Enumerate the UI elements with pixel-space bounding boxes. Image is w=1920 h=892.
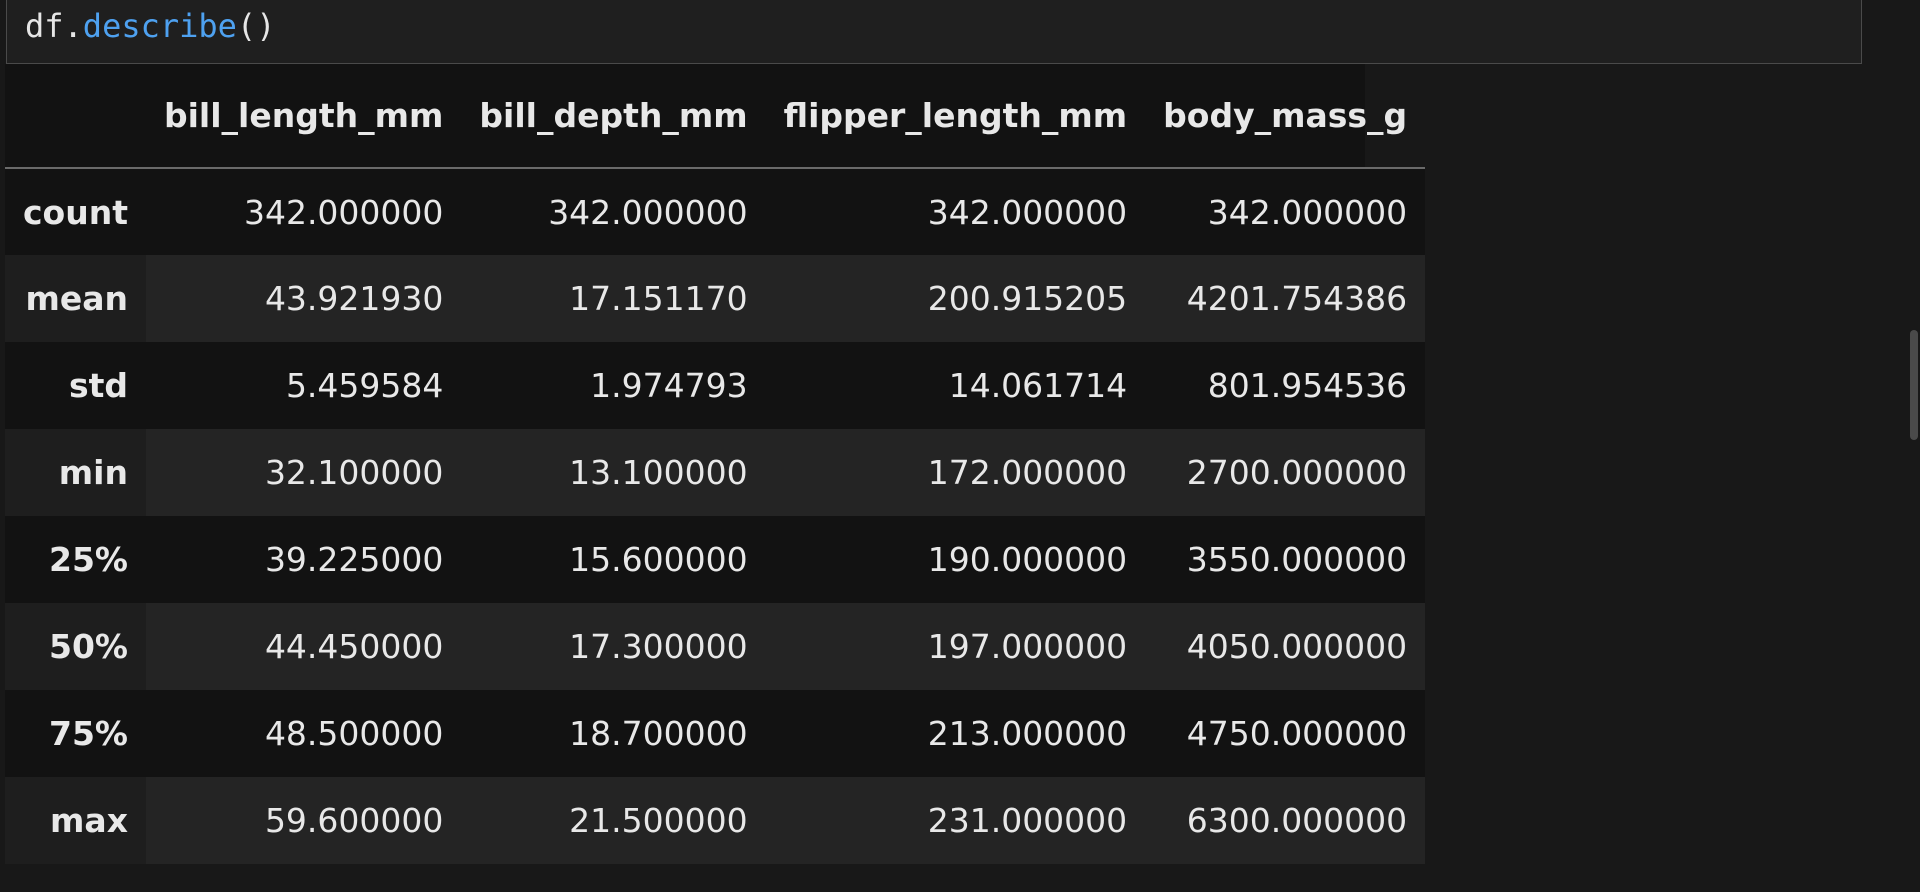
table-cell: 18.700000 <box>569 714 748 753</box>
table-body: count 342.000000 342.000000 342.000000 3… <box>5 168 1426 864</box>
table-cell: 39.225000 <box>264 540 444 579</box>
table-cell: 1.974793 <box>590 366 748 405</box>
table-cell: 231.000000 <box>927 801 1128 840</box>
table-cell: 14.061714 <box>948 366 1128 405</box>
header-bill-depth: bill_depth_mm <box>461 64 766 169</box>
code-cell[interactable]: df.describe() <box>6 0 1862 64</box>
table-row: 50% 44.450000 17.300000 197.000000 4050.… <box>5 603 1426 690</box>
code-line[interactable]: df.describe() <box>25 6 275 46</box>
table-cell: 43.921930 <box>264 279 444 318</box>
code-token-dot: . <box>63 7 83 45</box>
table-cell: 172.000000 <box>927 453 1128 492</box>
cell-output: bill_length_mm bill_depth_mm flipper_len… <box>5 64 1426 864</box>
table-row: min 32.100000 13.100000 172.000000 2700.… <box>5 429 1426 516</box>
table-cell: 342.000000 <box>243 192 444 232</box>
table-row: 25% 39.225000 15.600000 190.000000 3550.… <box>5 516 1426 603</box>
table-cell: 342.000000 <box>927 192 1128 232</box>
row-index-label: max <box>5 777 146 864</box>
table-cell: 44.450000 <box>264 627 444 666</box>
vertical-scrollbar[interactable] <box>1906 0 1920 892</box>
table-cell: 17.151170 <box>569 279 748 318</box>
table-row: 75% 48.500000 18.700000 213.000000 4750.… <box>5 690 1426 777</box>
table-cell: 213.000000 <box>927 714 1128 753</box>
row-index-label: 50% <box>5 603 146 690</box>
code-token-method: describe <box>82 7 237 45</box>
table-cell: 17.300000 <box>569 627 748 666</box>
row-index-label: mean <box>5 255 146 342</box>
table-cell: 21.500000 <box>569 801 748 840</box>
table-cell: 6300.000000 <box>1186 801 1408 840</box>
table-cell: 190.000000 <box>927 540 1128 579</box>
table-cell: 3550.000000 <box>1186 540 1408 579</box>
table-cell: 59.600000 <box>264 801 444 840</box>
table-row: std 5.459584 1.974793 14.061714 801.9545… <box>5 342 1426 429</box>
table-cell: 13.100000 <box>569 453 748 492</box>
row-index-label: 75% <box>49 714 128 753</box>
table-cell: 342.000000 <box>548 192 748 232</box>
header-flipper-length: flipper_length_mm <box>765 64 1146 169</box>
table-cell: 200.915205 <box>927 279 1128 318</box>
code-token-object: df <box>25 7 64 45</box>
table-row: mean 43.921930 17.151170 200.915205 4201… <box>5 255 1426 342</box>
row-index-label: 25% <box>49 540 128 579</box>
code-token-parens: () <box>236 7 276 45</box>
table-cell: 32.100000 <box>264 453 444 492</box>
row-index-label: min <box>5 429 146 516</box>
header-row: bill_length_mm bill_depth_mm flipper_len… <box>5 64 1426 169</box>
header-bill-length: bill_length_mm <box>146 64 462 169</box>
table-cell: 801.954536 <box>1207 366 1408 405</box>
table-cell: 2700.000000 <box>1186 453 1408 492</box>
table-cell: 342.000000 <box>1207 192 1408 232</box>
table-cell: 4050.000000 <box>1186 627 1408 666</box>
row-index-label: count <box>23 192 128 232</box>
table-row: max 59.600000 21.500000 231.000000 6300.… <box>5 777 1426 864</box>
table-cell: 15.600000 <box>569 540 748 579</box>
dataframe-table: bill_length_mm bill_depth_mm flipper_len… <box>5 64 1426 864</box>
table-cell: 48.500000 <box>264 714 444 753</box>
table-cell: 5.459584 <box>285 366 444 405</box>
table-row: count 342.000000 342.000000 342.000000 3… <box>5 168 1426 255</box>
header-index-blank <box>5 64 146 169</box>
table-cell: 4201.754386 <box>1186 279 1408 318</box>
table-cell: 4750.000000 <box>1186 714 1408 753</box>
row-index-label: std <box>68 366 128 405</box>
scrollbar-thumb[interactable] <box>1910 330 1918 440</box>
table-cell: 197.000000 <box>927 627 1128 666</box>
header-body-mass: body_mass_g <box>1145 64 1426 169</box>
table-header: bill_length_mm bill_depth_mm flipper_len… <box>5 64 1426 169</box>
